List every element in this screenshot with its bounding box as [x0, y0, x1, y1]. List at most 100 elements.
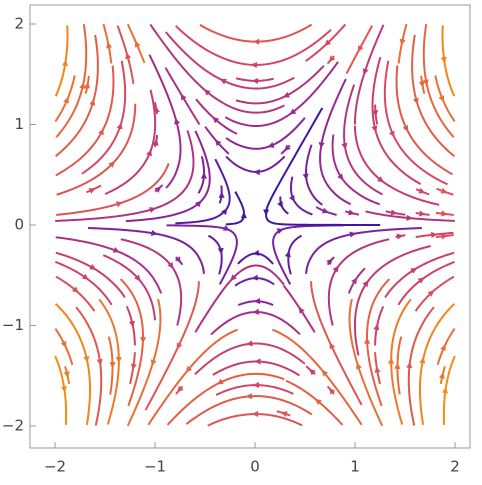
streamline	[310, 281, 363, 406]
arrowhead	[321, 369, 329, 377]
x-tick-label: 2	[450, 458, 460, 476]
arrowhead	[427, 290, 435, 297]
arrowhead	[280, 411, 288, 418]
streamline	[98, 298, 120, 425]
arrowhead	[328, 55, 336, 63]
y-tick-label: 0	[14, 216, 24, 234]
streamline	[285, 379, 344, 426]
arrowhead	[402, 124, 409, 132]
arrowhead	[98, 128, 104, 136]
arrowhead	[252, 308, 259, 315]
streamline	[225, 191, 245, 226]
arrowhead	[276, 228, 284, 234]
y-tick-label: 1	[14, 115, 24, 133]
arrowhead	[240, 211, 247, 219]
arrowhead	[440, 187, 448, 194]
streamline	[215, 384, 294, 396]
arrowhead	[115, 357, 122, 364]
arrowhead	[390, 209, 398, 216]
arrowhead	[284, 250, 291, 258]
arrowhead	[422, 79, 429, 87]
arrowhead	[364, 337, 371, 344]
arrowhead	[61, 386, 68, 393]
arrowhead	[79, 82, 86, 89]
arrowhead	[298, 306, 305, 314]
arrowhead	[134, 40, 141, 48]
arrowhead	[337, 173, 344, 181]
arrowhead	[412, 97, 419, 105]
arrowhead	[151, 229, 158, 236]
arrowhead	[89, 98, 96, 106]
arrowhead	[251, 410, 259, 417]
arrowhead	[284, 144, 291, 152]
streamline	[207, 413, 303, 427]
streamline	[185, 395, 313, 425]
arrowhead	[419, 356, 426, 364]
arrowhead	[289, 108, 297, 115]
x-tick-label: 1	[350, 458, 360, 476]
y-tick-label: −2	[2, 417, 24, 435]
arrowhead	[60, 340, 67, 348]
arrowhead	[252, 38, 260, 45]
arrowhead	[341, 142, 348, 150]
arrowhead	[388, 130, 395, 138]
streamline	[319, 78, 352, 206]
arrowhead	[177, 385, 184, 393]
arrowhead	[438, 372, 445, 379]
arrowhead	[230, 274, 237, 282]
arrowhead	[218, 191, 225, 198]
streamline	[354, 24, 385, 125]
arrowhead	[438, 95, 445, 103]
arrowhead	[140, 336, 147, 344]
arrowhead	[217, 247, 224, 255]
arrowhead	[417, 277, 425, 284]
arrowhead	[440, 344, 446, 352]
arrowhead	[251, 274, 259, 281]
arrowhead	[71, 286, 79, 293]
arrowhead	[282, 91, 290, 98]
arrowhead	[116, 122, 123, 130]
arrowhead	[252, 249, 260, 256]
arrowhead	[194, 200, 202, 208]
arrowhead	[302, 173, 309, 181]
streamline	[119, 278, 144, 407]
arrowhead	[174, 256, 182, 264]
arrowhead	[388, 357, 395, 364]
arrowhead	[174, 117, 181, 125]
streamline	[436, 328, 456, 366]
arrowhead	[83, 356, 90, 363]
arrowhead	[214, 139, 222, 147]
arrowhead	[154, 186, 162, 193]
arrowhead	[253, 298, 261, 305]
arrowhead	[152, 138, 159, 146]
arrowhead	[351, 277, 358, 285]
arrowhead	[130, 363, 137, 371]
arrowhead	[355, 362, 362, 370]
arrowhead	[216, 378, 224, 385]
arrowhead	[115, 201, 123, 208]
arrowhead	[176, 342, 183, 350]
arrowhead	[357, 45, 364, 53]
arrowhead	[251, 77, 259, 85]
arrowhead	[329, 342, 336, 350]
arrowhead	[406, 361, 413, 369]
streamline	[411, 34, 455, 157]
arrowhead	[167, 262, 174, 269]
streamline	[287, 234, 303, 275]
arrowhead	[348, 209, 355, 216]
streamline	[366, 278, 391, 407]
streamline	[195, 98, 238, 135]
arrowhead	[203, 89, 211, 96]
streamline	[225, 155, 286, 173]
arrowhead	[150, 359, 157, 367]
arrowhead	[314, 398, 322, 406]
arrowhead	[84, 81, 91, 89]
y-tick-label: 2	[14, 15, 24, 33]
arrowhead	[128, 320, 135, 328]
streamline	[210, 311, 301, 336]
streamline	[194, 264, 285, 333]
arrowhead	[221, 208, 228, 216]
arrowhead	[406, 214, 413, 221]
streamline	[199, 23, 313, 43]
arrowhead	[309, 368, 316, 376]
